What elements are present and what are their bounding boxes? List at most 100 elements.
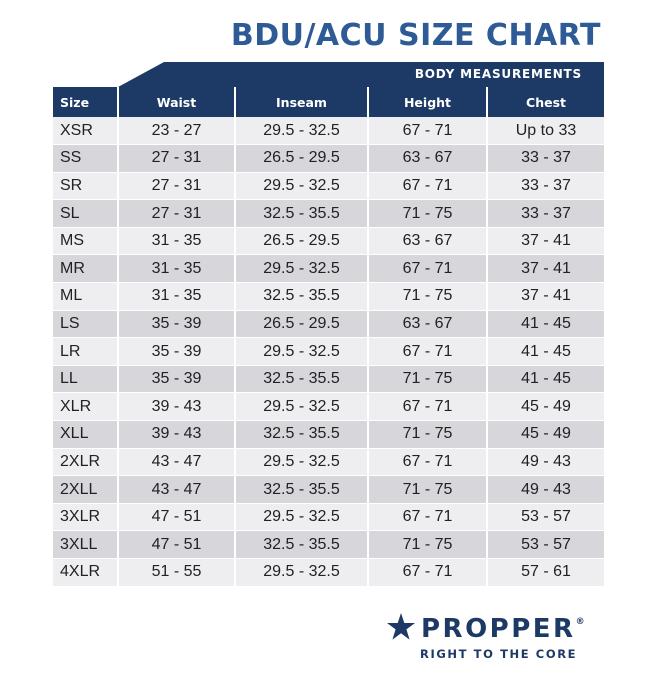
- cell-chest: 45 - 49: [487, 392, 604, 422]
- cell-chest: 53 - 57: [487, 503, 604, 532]
- column-header-waist: Waist: [118, 87, 236, 117]
- header-row: Size Waist Inseam Height Chest: [53, 87, 604, 117]
- cell-chest: 53 - 57: [487, 530, 604, 559]
- cell-waist: 51 - 55: [118, 558, 236, 587]
- star-icon: [387, 613, 415, 640]
- cell-size: SR: [53, 172, 119, 201]
- cell-height: 71 - 75: [368, 530, 488, 559]
- cell-chest: 33 - 37: [487, 144, 604, 173]
- cell-chest: Up to 33: [487, 117, 604, 146]
- cell-waist: 31 - 35: [118, 254, 236, 284]
- cell-chest: 49 - 43: [487, 475, 604, 504]
- cell-size: XLR: [53, 392, 119, 422]
- cell-waist: 27 - 31: [118, 199, 236, 228]
- propper-logo: PROPPER® RIGHT TO THE CORE: [386, 612, 606, 662]
- brand-name: PROPPER®: [421, 614, 585, 644]
- cell-chest: 33 - 37: [487, 172, 604, 201]
- cell-chest: 37 - 41: [487, 227, 604, 256]
- cell-chest: 37 - 41: [487, 282, 604, 311]
- column-header-height: Height: [368, 87, 488, 117]
- cell-size: LS: [53, 310, 119, 339]
- cell-size: LR: [53, 337, 119, 366]
- cell-size: 3XLL: [53, 530, 119, 559]
- cell-height: 67 - 71: [368, 503, 488, 532]
- cell-height: 67 - 71: [368, 448, 488, 477]
- cell-inseam: 29.5 - 32.5: [235, 448, 369, 477]
- cell-waist: 47 - 51: [118, 503, 236, 532]
- table-row: SR 27 - 31 29.5 - 32.5 67 - 71 33 - 37: [53, 172, 604, 201]
- cell-size: 3XLR: [53, 503, 119, 532]
- cell-waist: 35 - 39: [118, 365, 236, 394]
- cell-chest: 41 - 45: [487, 310, 604, 339]
- column-header-chest: Chest: [487, 87, 604, 117]
- cell-height: 67 - 71: [368, 117, 488, 146]
- table-row: 3XLR 47 - 51 29.5 - 32.5 67 - 71 53 - 57: [53, 503, 604, 532]
- cell-inseam: 32.5 - 35.5: [235, 282, 369, 311]
- cell-size: XSR: [53, 117, 119, 146]
- cell-waist: 27 - 31: [118, 172, 236, 201]
- table-row: SL 27 - 31 32.5 - 35.5 71 - 75 33 - 37: [53, 199, 604, 228]
- cell-inseam: 26.5 - 29.5: [235, 227, 369, 256]
- cell-waist: 39 - 43: [118, 392, 236, 422]
- cell-waist: 43 - 47: [118, 448, 236, 477]
- cell-inseam: 32.5 - 35.5: [235, 420, 369, 449]
- registered-mark: ®: [575, 617, 585, 627]
- cell-waist: 39 - 43: [118, 420, 236, 449]
- banner-label: BODY MEASUREMENTS: [414, 67, 582, 81]
- cell-height: 63 - 67: [368, 310, 488, 339]
- size-chart-table: Size Waist Inseam Height Chest XSR 23 - 2…: [53, 87, 604, 587]
- cell-height: 63 - 67: [368, 227, 488, 256]
- cell-inseam: 26.5 - 29.5: [235, 310, 369, 339]
- page-title: BDU/ACU SIZE CHART: [230, 18, 601, 53]
- cell-chest: 41 - 45: [487, 365, 604, 394]
- table-row: XLL 39 - 43 32.5 - 35.5 71 - 75 45 - 49: [53, 420, 604, 449]
- cell-waist: 31 - 35: [118, 282, 236, 311]
- cell-chest: 49 - 43: [487, 448, 604, 477]
- cell-chest: 57 - 61: [487, 558, 604, 587]
- cell-inseam: 32.5 - 35.5: [235, 199, 369, 228]
- cell-inseam: 32.5 - 35.5: [235, 365, 369, 394]
- column-header-size: Size: [53, 87, 119, 117]
- table-row: 3XLL 47 - 51 32.5 - 35.5 71 - 75 53 - 57: [53, 530, 604, 559]
- table-row: LR 35 - 39 29.5 - 32.5 67 - 71 41 - 45: [53, 337, 604, 366]
- cell-waist: 35 - 39: [118, 337, 236, 366]
- cell-inseam: 26.5 - 29.5: [235, 144, 369, 173]
- table-row: LL 35 - 39 32.5 - 35.5 71 - 75 41 - 45: [53, 365, 604, 394]
- cell-waist: 43 - 47: [118, 475, 236, 504]
- cell-inseam: 32.5 - 35.5: [235, 475, 369, 504]
- cell-size: 2XLR: [53, 448, 119, 477]
- table-row: 2XLL 43 - 47 32.5 - 35.5 71 - 75 49 - 43: [53, 475, 604, 504]
- cell-inseam: 29.5 - 32.5: [235, 392, 369, 422]
- cell-size: 4XLR: [53, 558, 119, 587]
- cell-chest: 45 - 49: [487, 420, 604, 449]
- cell-height: 71 - 75: [368, 420, 488, 449]
- cell-height: 67 - 71: [368, 392, 488, 422]
- cell-height: 71 - 75: [368, 365, 488, 394]
- brand-name-text: PROPPER: [421, 614, 576, 644]
- cell-size: XLL: [53, 420, 119, 449]
- cell-height: 67 - 71: [368, 254, 488, 284]
- column-header-inseam: Inseam: [235, 87, 369, 117]
- table-row: SS 27 - 31 26.5 - 29.5 63 - 67 33 - 37: [53, 144, 604, 173]
- cell-height: 63 - 67: [368, 144, 488, 173]
- cell-inseam: 29.5 - 32.5: [235, 254, 369, 284]
- table-body: XSR 23 - 27 29.5 - 32.5 67 - 71 Up to 33 SS 27…: [53, 117, 604, 587]
- cell-inseam: 29.5 - 32.5: [235, 558, 369, 587]
- cell-waist: 31 - 35: [118, 227, 236, 256]
- cell-inseam: 29.5 - 32.5: [235, 117, 369, 146]
- cell-height: 71 - 75: [368, 475, 488, 504]
- cell-chest: 37 - 41: [487, 254, 604, 284]
- brand-tagline: RIGHT TO THE CORE: [420, 647, 578, 661]
- table-row: MS 31 - 35 26.5 - 29.5 63 - 67 37 - 41: [53, 227, 604, 256]
- cell-chest: 33 - 37: [487, 199, 604, 228]
- cell-height: 67 - 71: [368, 558, 488, 587]
- cell-size: 2XLL: [53, 475, 119, 504]
- cell-height: 71 - 75: [368, 282, 488, 311]
- cell-height: 71 - 75: [368, 199, 488, 228]
- body-measurements-banner: BODY MEASUREMENTS: [118, 62, 604, 87]
- table-row: MR 31 - 35 29.5 - 32.5 67 - 71 37 - 41: [53, 254, 604, 284]
- cell-height: 67 - 71: [368, 337, 488, 366]
- cell-height: 67 - 71: [368, 172, 488, 201]
- cell-waist: 47 - 51: [118, 530, 236, 559]
- table-row: 4XLR 51 - 55 29.5 - 32.5 67 - 71 57 - 61: [53, 558, 604, 587]
